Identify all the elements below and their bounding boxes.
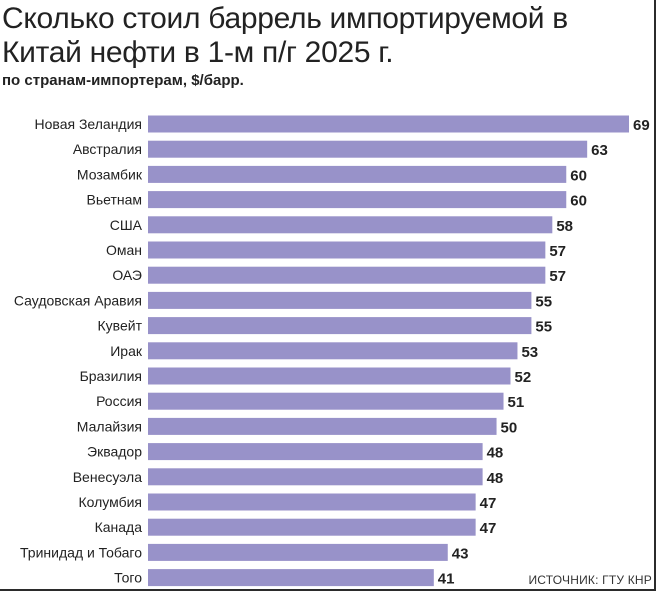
value-label: 58 — [556, 218, 573, 235]
value-label: 57 — [549, 268, 566, 285]
category-label: Того — [114, 570, 142, 586]
value-label: 48 — [487, 445, 504, 462]
value-label: 47 — [480, 495, 497, 512]
bar — [148, 518, 476, 536]
category-label: Саудовская Аравия — [14, 292, 142, 308]
bar — [148, 241, 546, 259]
category-label: Бразилия — [80, 368, 142, 384]
bar — [148, 417, 497, 435]
category-label: Оман — [106, 242, 142, 258]
bar — [148, 493, 476, 511]
bar — [148, 342, 518, 360]
category-label: Эквадор — [87, 444, 142, 460]
value-label: 43 — [452, 545, 469, 562]
category-label: Австралия — [73, 141, 142, 157]
category-label: Мозамбик — [77, 166, 143, 182]
bar — [148, 266, 546, 284]
category-label: Венесуэла — [73, 469, 142, 485]
bar — [148, 468, 483, 486]
category-label: США — [110, 217, 143, 233]
bar — [148, 392, 504, 410]
bar — [148, 115, 629, 133]
bar — [148, 543, 448, 561]
bar — [148, 569, 434, 587]
bar — [148, 140, 588, 158]
value-label: 52 — [514, 369, 531, 386]
value-label: 51 — [508, 394, 525, 411]
category-label: Кувейт — [98, 318, 143, 334]
category-label: Канада — [95, 519, 143, 535]
value-label: 60 — [570, 167, 587, 184]
value-label: 55 — [535, 319, 552, 336]
value-label: 63 — [591, 142, 608, 159]
value-label: 50 — [501, 419, 518, 436]
source-note: ИСТОЧНИК: ГТУ КНР — [528, 573, 652, 587]
category-label: Россия — [96, 393, 142, 409]
value-label: 69 — [633, 117, 650, 134]
value-label: 55 — [535, 293, 552, 310]
bar — [148, 291, 532, 309]
category-label: Новая Зеландия — [35, 116, 142, 132]
value-label: 47 — [480, 520, 497, 537]
bar — [148, 443, 483, 461]
category-label: ОАЭ — [112, 267, 142, 283]
bar — [148, 317, 532, 335]
category-label: Вьетнам — [86, 192, 142, 208]
chart-subtitle: по странам-импортерам, $/барр. — [2, 72, 244, 89]
value-label: 41 — [438, 571, 455, 588]
value-label: 60 — [570, 193, 587, 210]
bar — [148, 216, 553, 234]
category-label: Тринидад и Тобаго — [20, 544, 142, 560]
value-label: 48 — [487, 470, 504, 487]
category-label: Малайзия — [77, 418, 142, 434]
chart-title: Сколько стоил баррель импортируемой в Ки… — [2, 2, 568, 69]
bar — [148, 165, 567, 183]
bar — [148, 191, 567, 209]
category-label: Ирак — [110, 343, 143, 359]
value-label: 53 — [521, 344, 538, 361]
value-label: 57 — [549, 243, 566, 260]
category-label: Колумбия — [78, 494, 142, 510]
bar — [148, 367, 511, 385]
